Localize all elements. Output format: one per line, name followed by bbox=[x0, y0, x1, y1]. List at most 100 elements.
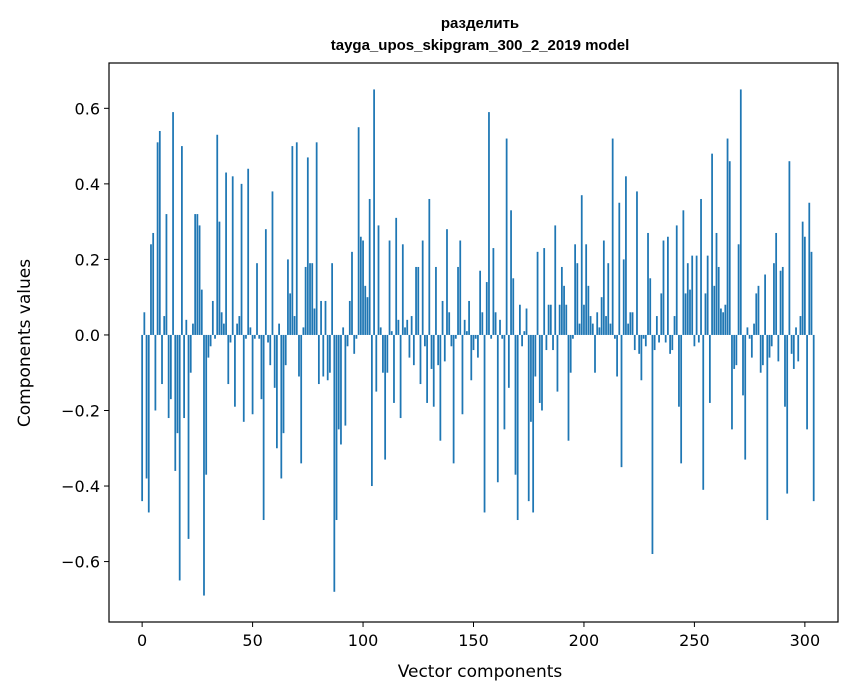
bar-148 bbox=[468, 300, 470, 335]
bar-126 bbox=[419, 334, 422, 385]
bar-13 bbox=[169, 334, 172, 400]
bar-294 bbox=[790, 334, 793, 354]
bar-48 bbox=[247, 168, 250, 335]
bar-203 bbox=[589, 316, 592, 335]
bar-197 bbox=[576, 263, 579, 335]
bar-162 bbox=[499, 319, 501, 335]
bar-295 bbox=[792, 334, 795, 369]
bar-97 bbox=[355, 334, 358, 339]
x-axis-label: Vector components bbox=[398, 662, 563, 682]
y-tick-label: 0.4 bbox=[75, 175, 100, 194]
bar-239 bbox=[669, 334, 671, 354]
bar-101 bbox=[364, 285, 367, 335]
bar-127 bbox=[421, 240, 424, 335]
bar-192 bbox=[565, 304, 568, 335]
bar-151 bbox=[474, 334, 477, 339]
bar-114 bbox=[393, 334, 395, 403]
bar-53 bbox=[258, 334, 261, 339]
bar-26 bbox=[198, 225, 201, 335]
bar-163 bbox=[501, 334, 504, 339]
bar-105 bbox=[373, 89, 375, 335]
bar-112 bbox=[388, 240, 391, 335]
bar-60 bbox=[273, 334, 276, 388]
y-tick-label: 0.6 bbox=[75, 99, 100, 118]
bar-290 bbox=[781, 266, 784, 335]
bar-33 bbox=[214, 334, 216, 339]
x-tick-label: 250 bbox=[679, 631, 710, 650]
bar-180 bbox=[538, 334, 541, 403]
bar-287 bbox=[775, 232, 778, 335]
bar-238 bbox=[667, 236, 669, 335]
bar-207 bbox=[598, 327, 601, 335]
bar-107 bbox=[377, 225, 380, 335]
bar-182 bbox=[543, 248, 546, 335]
bar-202 bbox=[587, 285, 590, 335]
bar-73 bbox=[302, 327, 305, 335]
bar-118 bbox=[401, 244, 404, 335]
bar-84 bbox=[326, 334, 329, 381]
bar-67 bbox=[289, 293, 292, 335]
bar-270 bbox=[737, 244, 740, 335]
bar-285 bbox=[770, 334, 773, 347]
bar-124 bbox=[415, 266, 417, 335]
bar-296 bbox=[795, 327, 797, 335]
bar-232 bbox=[653, 334, 656, 351]
bar-121 bbox=[408, 334, 411, 358]
bar-138 bbox=[446, 229, 448, 335]
bar-93 bbox=[346, 334, 349, 347]
bar-263 bbox=[722, 312, 725, 335]
y-tick-label: −0.2 bbox=[61, 401, 100, 420]
x-tick-label: 150 bbox=[458, 631, 489, 650]
bar-300 bbox=[803, 236, 806, 335]
bar-32 bbox=[211, 300, 214, 335]
bar-41 bbox=[231, 176, 234, 335]
bar-276 bbox=[750, 334, 753, 358]
bar-96 bbox=[353, 334, 356, 354]
bar-173 bbox=[523, 331, 526, 335]
bar-4 bbox=[150, 244, 152, 335]
bar-5 bbox=[152, 232, 155, 335]
bar-217 bbox=[620, 334, 623, 468]
bar-132 bbox=[432, 334, 435, 407]
bar-247 bbox=[686, 263, 689, 335]
bar-274 bbox=[746, 327, 749, 335]
bar-42 bbox=[234, 334, 236, 407]
bar-165 bbox=[505, 138, 508, 335]
bar-220 bbox=[627, 323, 630, 335]
bar-249 bbox=[691, 255, 694, 335]
bar-59 bbox=[271, 191, 274, 335]
bar-137 bbox=[443, 334, 446, 362]
bar-210 bbox=[605, 316, 607, 335]
bar-104 bbox=[370, 334, 373, 487]
bar-29 bbox=[205, 334, 208, 475]
bar-268 bbox=[733, 334, 736, 369]
bar-265 bbox=[726, 138, 729, 335]
bar-174 bbox=[525, 308, 528, 335]
bar-231 bbox=[651, 334, 654, 555]
bar-8 bbox=[158, 130, 161, 335]
bar-1 bbox=[143, 312, 146, 335]
bar-47 bbox=[245, 334, 247, 339]
bar-229 bbox=[647, 232, 649, 335]
bar-110 bbox=[384, 334, 387, 460]
bar-242 bbox=[675, 225, 678, 335]
bar-215 bbox=[616, 334, 618, 377]
bar-170 bbox=[516, 334, 519, 521]
bar-128 bbox=[424, 334, 426, 347]
bar-66 bbox=[287, 259, 289, 335]
bar-58 bbox=[269, 334, 272, 366]
bar-304 bbox=[812, 334, 815, 502]
bar-79 bbox=[315, 142, 318, 335]
bar-30 bbox=[207, 334, 210, 358]
bar-147 bbox=[465, 331, 468, 335]
bar-18 bbox=[181, 146, 183, 335]
bar-78 bbox=[313, 308, 316, 335]
bar-83 bbox=[324, 300, 327, 335]
bar-152 bbox=[477, 334, 479, 358]
bar-241 bbox=[673, 316, 676, 335]
bar-298 bbox=[799, 316, 802, 335]
bar-109 bbox=[382, 334, 384, 373]
bar-254 bbox=[702, 334, 705, 490]
bar-75 bbox=[306, 157, 309, 335]
